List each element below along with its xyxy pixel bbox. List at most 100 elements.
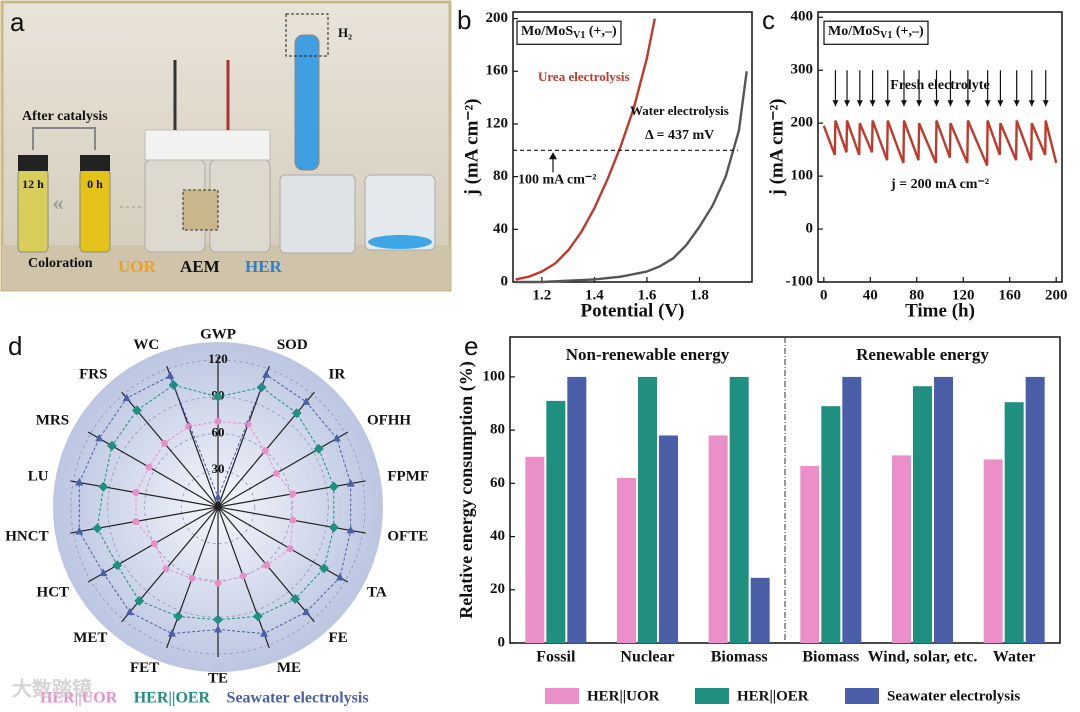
annotation: Δ = 437 mV <box>645 128 714 143</box>
box-label-sub: V1 <box>573 30 585 41</box>
y-axis-title: Relative energy consumption (%) <box>456 361 477 618</box>
marker <box>214 492 222 501</box>
aem <box>182 189 219 231</box>
axis-label: HNCT <box>5 528 48 544</box>
marker <box>313 443 324 454</box>
marker <box>145 463 153 471</box>
bar <box>821 406 841 643</box>
marker <box>75 526 84 535</box>
x-tick-label: Fossil <box>536 649 576 666</box>
marker <box>260 629 269 637</box>
bar <box>892 455 911 643</box>
x-tick-label: 160 <box>998 287 1021 303</box>
marker <box>122 393 131 402</box>
axis-label: WC <box>133 337 159 353</box>
marker <box>332 433 341 442</box>
axis-label: OFTE <box>387 528 428 544</box>
y-tick-label: 0 <box>498 634 506 650</box>
legend-swatch <box>845 688 879 704</box>
watermark: 大数踏镜 <box>12 677 92 701</box>
marker <box>290 594 301 604</box>
x-tick-label: 200 <box>1045 287 1068 303</box>
marker <box>92 523 103 534</box>
jar <box>364 174 436 251</box>
bar <box>913 386 932 643</box>
box-label-tail: (+,–) <box>585 24 617 39</box>
marker <box>150 540 158 548</box>
panel-letter: c <box>762 5 775 35</box>
y-tick-label: 0 <box>806 220 814 236</box>
axis-label: GWP <box>200 326 236 342</box>
y-tick-label: 120 <box>486 115 509 131</box>
arrow-head <box>916 100 923 107</box>
bar <box>638 376 657 643</box>
y-tick-label: 40 <box>490 528 505 544</box>
arrow-head <box>549 152 557 160</box>
marker <box>346 479 355 487</box>
legend-label: HER||UOR <box>587 688 660 704</box>
marker <box>173 611 184 622</box>
y-tick-label: 100 <box>483 368 506 384</box>
x-axis-title: Potential (V) <box>581 300 685 321</box>
bar <box>800 466 820 643</box>
marker <box>95 433 104 442</box>
marker <box>286 545 294 553</box>
marker <box>328 481 339 492</box>
label: UOR <box>118 257 157 276</box>
marker <box>261 447 269 455</box>
marker <box>328 522 339 533</box>
marker <box>167 629 176 637</box>
label: H₂ <box>338 25 352 40</box>
marker <box>214 625 222 633</box>
arrow-head <box>884 100 891 107</box>
radar-axis <box>217 431 349 508</box>
arrow-head <box>832 100 839 107</box>
axis-label: TA <box>367 584 387 600</box>
axis-label: FET <box>130 660 159 676</box>
bar <box>842 376 862 643</box>
arrow-head <box>1042 100 1049 107</box>
cell <box>209 159 271 253</box>
y-tick-label: -100 <box>786 273 814 289</box>
cell-lid <box>144 129 271 161</box>
arrow-head <box>856 100 863 107</box>
marker <box>289 516 297 524</box>
marker <box>302 397 311 405</box>
x-tick-label: 0 <box>820 287 828 303</box>
x-tick-label: 80 <box>909 287 924 303</box>
marker <box>160 439 168 447</box>
box-label-tail: (+,–) <box>892 24 924 39</box>
marker <box>263 561 271 569</box>
arrow-head <box>964 100 971 107</box>
legend-label: Seawater electrolysis <box>887 688 1020 704</box>
bar <box>659 435 678 643</box>
y-tick-label: 200 <box>486 10 509 26</box>
x-tick-label: Water <box>993 649 1036 666</box>
arrow-head <box>869 100 876 107</box>
y-axis-title: j (mA cm⁻²) <box>461 99 482 197</box>
axis-label: TE <box>208 670 228 686</box>
marker <box>262 370 271 378</box>
marker <box>188 574 196 582</box>
y-tick-label: 300 <box>791 62 814 78</box>
axis-label: FPMF <box>387 469 429 485</box>
liquid <box>368 235 432 249</box>
y-tick-label: 80 <box>493 168 508 184</box>
box-label-frame <box>516 20 622 45</box>
bar <box>708 435 728 643</box>
axis-label: FE <box>329 630 348 646</box>
box-label: Mo/MoSV1 (+,–) <box>828 24 924 41</box>
x-tick-label: 40 <box>863 287 878 303</box>
axis-label: OFHH <box>367 412 411 428</box>
marker <box>336 572 345 581</box>
box-label-main: Mo/MoS <box>521 24 573 39</box>
arrow-head <box>947 100 954 107</box>
marker <box>289 490 297 498</box>
legend-swatch <box>545 688 579 704</box>
legend-label: HER||OER <box>737 688 809 704</box>
marker <box>302 607 311 616</box>
marker <box>213 614 223 625</box>
bar <box>525 456 545 643</box>
